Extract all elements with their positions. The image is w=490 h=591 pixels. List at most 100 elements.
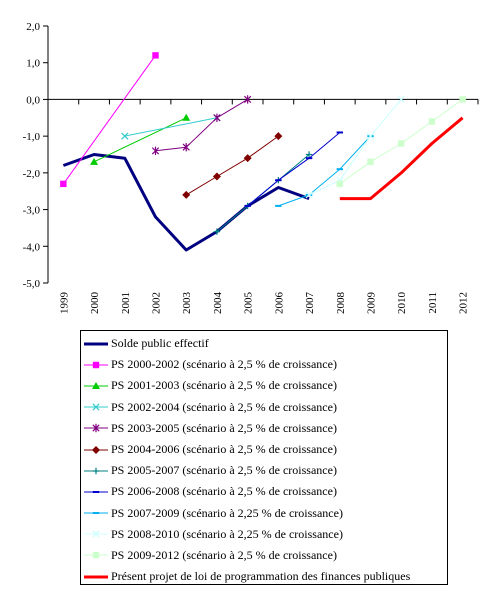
marker-square	[398, 140, 405, 147]
series-line	[185, 135, 279, 196]
legend-item: Présent projet de loi de programmation d…	[81, 566, 447, 587]
series-5	[151, 95, 252, 156]
marker-square	[459, 96, 466, 103]
marker-triangle	[92, 381, 100, 389]
legend-label: PS 2008-2010 (scénario à 2,25 % de crois…	[111, 526, 343, 541]
x-tick-label: 2002	[151, 292, 163, 314]
x-tick-label: 2004	[212, 292, 224, 315]
x-tick-label: 2008	[335, 292, 347, 315]
y-tick-label: 2,0	[26, 21, 40, 33]
legend-swatch	[84, 490, 108, 493]
y-tick-label: -4,0	[23, 241, 41, 253]
axes: 2,0 1,0 0,0 -1,0 -2,0 -3,0 -4,0 -5,0 1999 2000 200…	[23, 21, 479, 315]
legend-swatch	[84, 575, 108, 579]
series-line	[247, 132, 341, 207]
y-tick-label: -5,0	[23, 278, 41, 290]
series-line	[62, 153, 310, 252]
series-8	[244, 131, 343, 207]
legend-swatch	[84, 361, 108, 368]
x-tick-label: 1999	[58, 292, 70, 315]
marker-plus	[213, 228, 221, 235]
legend-label: Solde public effectif	[111, 336, 209, 351]
series-line	[93, 117, 187, 163]
legend-label: PS 2006-2008 (scénario à 2,5 % de croiss…	[111, 484, 337, 499]
legend-swatch	[84, 342, 108, 346]
series-line	[124, 117, 217, 137]
series-line	[308, 99, 402, 196]
marker-x	[92, 403, 100, 411]
legend-swatch	[84, 552, 108, 559]
marker-diamond	[92, 445, 100, 454]
series-line	[278, 135, 371, 207]
marker-star	[244, 95, 252, 104]
series-line	[62, 55, 156, 185]
marker-star	[92, 424, 100, 433]
marker-square	[92, 552, 100, 559]
legend-item: PS 2007-2009 (scénario à 2,25 % de crois…	[81, 503, 447, 524]
marker-diamond	[243, 154, 252, 163]
series-line	[339, 116, 464, 201]
legend-label: PS 2009-2012 (scénario à 2,5 % de croiss…	[111, 547, 337, 562]
y-tick-label: -1,0	[23, 131, 41, 143]
x-tick-label: 2009	[366, 292, 378, 315]
marker-x	[92, 530, 100, 538]
legend-label: PS 2002-2004 (scénario à 2,5 % de croiss…	[111, 399, 337, 414]
x-tick-label: 2000	[89, 292, 101, 315]
legend-swatch	[84, 512, 108, 515]
y-tick-label: -2,0	[23, 168, 41, 180]
legend-label: Présent projet de loi de programmation d…	[111, 569, 411, 584]
legend-item: PS 2006-2008 (scénario à 2,5 % de croiss…	[81, 481, 447, 502]
marker-triangle	[90, 157, 99, 165]
legend-item: PS 2000-2002 (scénario à 2,5 % de croiss…	[81, 354, 447, 375]
legend-swatch	[84, 530, 108, 538]
marker-square	[336, 180, 343, 188]
legend-label: PS 2007-2009 (scénario à 2,25 % de crois…	[111, 505, 343, 520]
legend-label: PS 2005-2007 (scénario à 2,5 % de croiss…	[111, 463, 337, 478]
series-11	[336, 96, 466, 188]
y-tick-label: -3,0	[23, 205, 41, 217]
series-line	[155, 98, 248, 152]
legend: Solde public effectif PS 2000-2002 (scéna…	[80, 330, 448, 585]
legend-item: PS 2008-2010 (scénario à 2,25 % de crois…	[81, 524, 447, 545]
series-1	[62, 153, 310, 252]
y-tick-label: 1,0	[26, 58, 40, 70]
x-tick-label: 2011	[427, 292, 439, 314]
legend-swatch	[84, 424, 108, 433]
marker-x	[305, 191, 313, 199]
legend-item: Solde public effectif	[81, 333, 447, 354]
legend-label: PS 2000-2002 (scénario à 2,5 % de croiss…	[111, 357, 337, 372]
x-tick-label: 2003	[181, 292, 193, 315]
y-tick-label: 0,0	[26, 94, 40, 106]
marker-square	[60, 180, 67, 188]
legend-label: PS 2003-2005 (scénario à 2,5 % de croiss…	[111, 420, 337, 435]
legend-item: PS 2003-2005 (scénario à 2,5 % de croiss…	[81, 418, 447, 439]
marker-plus	[92, 467, 100, 474]
x-tick-label: 2010	[396, 292, 408, 315]
legend-item: PS 2001-2003 (scénario à 2,5 % de croiss…	[81, 375, 447, 396]
legend-label: PS 2001-2003 (scénario à 2,5 % de croiss…	[111, 378, 337, 393]
x-tick-label: 2006	[273, 292, 285, 315]
marker-diamond	[212, 172, 221, 181]
marker-square	[92, 361, 100, 368]
marker-plus	[305, 151, 313, 158]
series-12	[339, 116, 464, 201]
marker-x	[366, 132, 375, 140]
legend-item: PS 2004-2006 (scénario à 2,5 % de croiss…	[81, 439, 447, 460]
legend-item: PS 2002-2004 (scénario à 2,5 % de croiss…	[81, 397, 447, 418]
legend-swatch	[84, 467, 108, 474]
x-tick-label: 2001	[120, 292, 132, 314]
x-tick-label: 2005	[243, 292, 255, 315]
series-layer	[60, 52, 466, 252]
marker-triangle	[182, 113, 191, 121]
marker-square	[428, 118, 436, 125]
legend-item: PS 2005-2007 (scénario à 2,5 % de croiss…	[81, 460, 447, 481]
series-3	[90, 113, 191, 165]
marker-square	[367, 158, 374, 166]
series-4	[121, 114, 221, 140]
marker-x	[397, 95, 405, 104]
legend-swatch	[84, 403, 108, 411]
series-2	[60, 52, 159, 188]
series-6	[182, 132, 283, 199]
x-tick-label: 2012	[458, 292, 470, 314]
